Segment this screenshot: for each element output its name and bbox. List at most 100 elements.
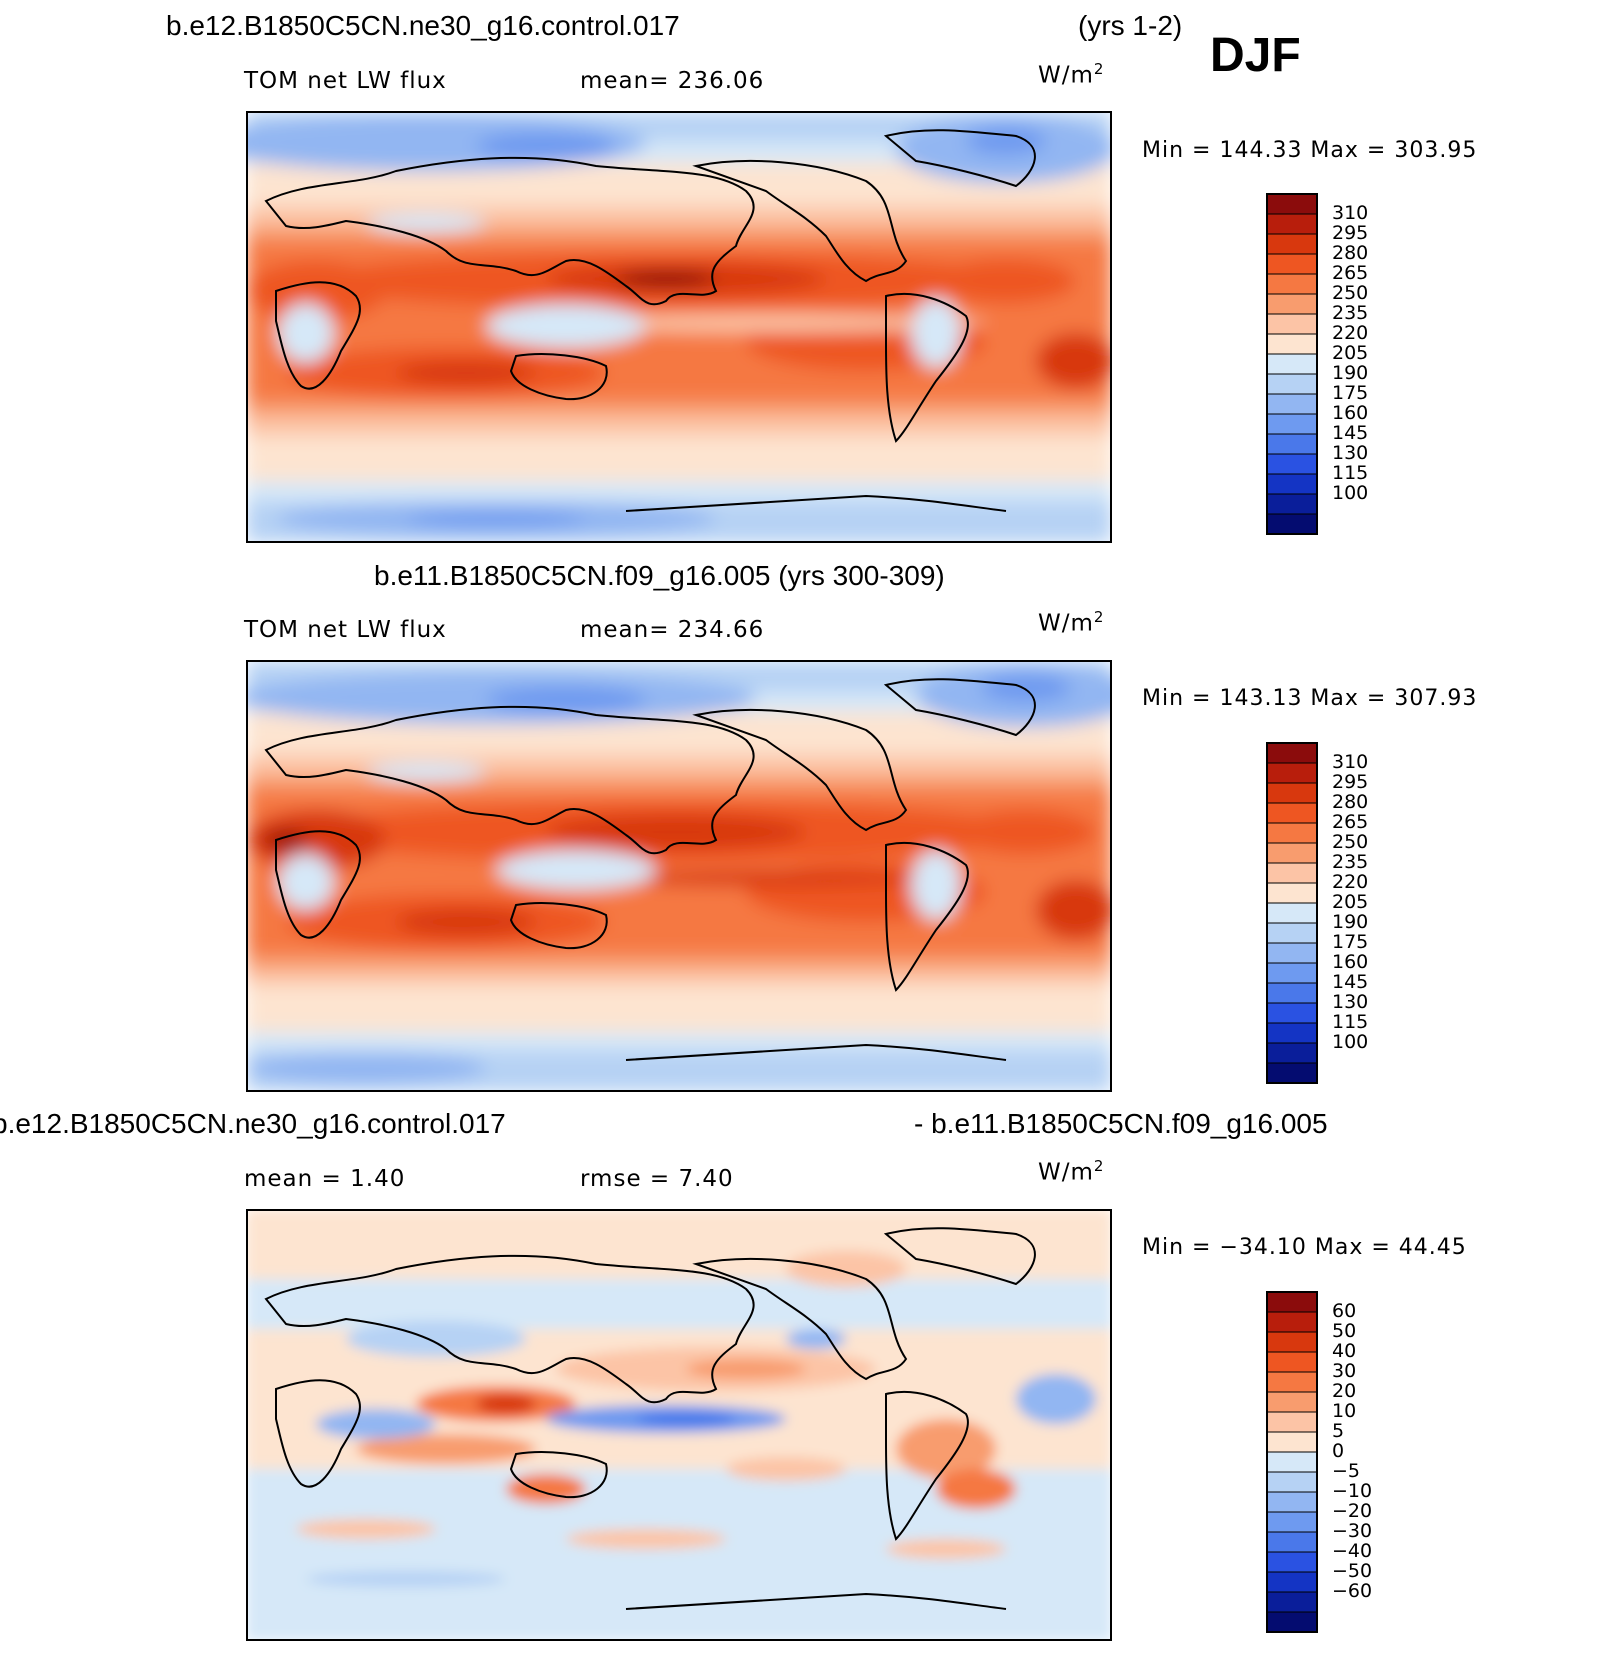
colorbar-swatch	[1266, 1451, 1318, 1473]
colorbar-tick-label: −50	[1332, 1560, 1373, 1582]
panel1-variable-label: TOM net LW flux	[244, 68, 447, 94]
colorbar-swatch	[1266, 1531, 1318, 1553]
colorbar-tick-label: 220	[1332, 322, 1369, 344]
colorbar-tick-label: 190	[1332, 911, 1369, 933]
panel3-rmse-label: rmse = 7.40	[580, 1166, 734, 1192]
colorbar-tick-label: 115	[1332, 462, 1369, 484]
panel3-minmax: Min = −34.10 Max = 44.45	[1142, 1235, 1467, 1260]
colorbar-swatch	[1266, 882, 1318, 904]
panel1-years-label: (yrs 1-2)	[1078, 10, 1183, 41]
colorbar-swatch	[1266, 393, 1318, 415]
colorbar-swatch	[1266, 1002, 1318, 1024]
colorbar-swatch	[1266, 1351, 1318, 1373]
colorbar-swatch	[1266, 1391, 1318, 1413]
panel3-map	[246, 1209, 1112, 1641]
colorbar-tick-label: −60	[1332, 1580, 1373, 1602]
colorbar-tick-label: 310	[1332, 751, 1369, 773]
colorbar-tick-label: 20	[1332, 1380, 1357, 1402]
colorbar-tick-label: 0	[1332, 1440, 1345, 1462]
colorbar-swatch	[1266, 1311, 1318, 1333]
panel1-minmax: Min = 144.33 Max = 303.95	[1142, 138, 1478, 163]
colorbar-swatch	[1266, 1591, 1318, 1613]
colorbar-tick-label: 295	[1332, 222, 1369, 244]
colorbar-tick-label: −20	[1332, 1500, 1373, 1522]
colorbar-tick-label: −30	[1332, 1520, 1373, 1542]
panel1-mean-label: mean= 236.06	[580, 68, 765, 94]
colorbar-swatch	[1266, 1022, 1318, 1044]
colorbar-tick-label: 160	[1332, 402, 1369, 424]
colorbar-tick-label: 250	[1332, 282, 1369, 304]
panel3-units: W/m2	[1038, 1157, 1105, 1186]
colorbar-swatch	[1266, 1331, 1318, 1353]
colorbar-swatch	[1266, 193, 1318, 215]
colorbar-tick-label: 130	[1332, 991, 1369, 1013]
colorbar-tick-label: 220	[1332, 871, 1369, 893]
panel3-mean-label: mean = 1.40	[244, 1166, 406, 1192]
colorbar-tick-label: 30	[1332, 1360, 1357, 1382]
panel1-case-title: b.e12.B1850C5CN.ne30_g16.control.017	[166, 10, 680, 41]
panel1-map	[246, 111, 1112, 543]
panel2-map	[246, 660, 1112, 1092]
colorbar-swatch	[1266, 1571, 1318, 1593]
panel2-mean-label: mean= 234.66	[580, 617, 765, 643]
colorbar-tick-label: 265	[1332, 811, 1369, 833]
colorbar-swatch	[1266, 982, 1318, 1004]
panel2-minmax: Min = 143.13 Max = 307.93	[1142, 686, 1478, 711]
colorbar-tick-label: 100	[1332, 482, 1369, 504]
colorbar-tick-label: −10	[1332, 1480, 1373, 1502]
panel3-minus-case-title: - b.e11.B1850C5CN.f09_g16.005	[914, 1108, 1328, 1139]
colorbar-swatch	[1266, 842, 1318, 864]
colorbar-tick-label: −5	[1332, 1460, 1361, 1482]
colorbar-swatch	[1266, 782, 1318, 804]
colorbar-tick-label: 250	[1332, 831, 1369, 853]
panel1-colorbar	[1266, 193, 1318, 535]
colorbar-swatch	[1266, 1471, 1318, 1493]
colorbar-tick-label: 10	[1332, 1400, 1357, 1422]
panel2-variable-label: TOM net LW flux	[244, 617, 447, 643]
colorbar-swatch	[1266, 1431, 1318, 1453]
colorbar-tick-label: 145	[1332, 422, 1369, 444]
colorbar-swatch	[1266, 233, 1318, 255]
colorbar-swatch	[1266, 1291, 1318, 1313]
colorbar-tick-label: 295	[1332, 771, 1369, 793]
colorbar-tick-label: 115	[1332, 1011, 1369, 1033]
colorbar-swatch	[1266, 413, 1318, 435]
colorbar-swatch	[1266, 1491, 1318, 1513]
colorbar-swatch	[1266, 1411, 1318, 1433]
panel2-colorbar	[1266, 742, 1318, 1084]
colorbar-tick-label: 205	[1332, 342, 1369, 364]
colorbar-tick-label: 280	[1332, 242, 1369, 264]
colorbar-swatch	[1266, 273, 1318, 295]
colorbar-swatch	[1266, 1511, 1318, 1533]
panel3-case-title: b.e12.B1850C5CN.ne30_g16.control.017	[0, 1108, 506, 1139]
colorbar-swatch	[1266, 453, 1318, 475]
colorbar-tick-label: 265	[1332, 262, 1369, 284]
colorbar-tick-label: 280	[1332, 791, 1369, 813]
colorbar-tick-label: 145	[1332, 971, 1369, 993]
colorbar-swatch	[1266, 862, 1318, 884]
colorbar-swatch	[1266, 762, 1318, 784]
season-label: DJF	[1210, 29, 1301, 82]
colorbar-tick-label: 5	[1332, 1420, 1345, 1442]
colorbar-tick-label: 205	[1332, 891, 1369, 913]
colorbar-swatch	[1266, 1551, 1318, 1573]
colorbar-swatch	[1266, 333, 1318, 355]
colorbar-tick-label: 175	[1332, 931, 1369, 953]
colorbar-tick-label: 60	[1332, 1300, 1357, 1322]
colorbar-swatch	[1266, 902, 1318, 924]
panel2-units: W/m2	[1038, 608, 1105, 637]
panel2-case-title: b.e11.B1850C5CN.f09_g16.005 (yrs 300-309…	[374, 560, 945, 591]
panel1-units: W/m2	[1038, 60, 1105, 89]
colorbar-tick-label: 310	[1332, 202, 1369, 224]
colorbar-swatch	[1266, 313, 1318, 335]
colorbar-tick-label: 50	[1332, 1320, 1357, 1342]
colorbar-swatch	[1266, 942, 1318, 964]
colorbar-tick-label: 235	[1332, 302, 1369, 324]
colorbar-swatch	[1266, 922, 1318, 944]
colorbar-swatch	[1266, 1611, 1318, 1633]
colorbar-swatch	[1266, 373, 1318, 395]
colorbar-tick-label: 190	[1332, 362, 1369, 384]
colorbar-swatch	[1266, 433, 1318, 455]
colorbar-swatch	[1266, 253, 1318, 275]
colorbar-tick-label: −40	[1332, 1540, 1373, 1562]
